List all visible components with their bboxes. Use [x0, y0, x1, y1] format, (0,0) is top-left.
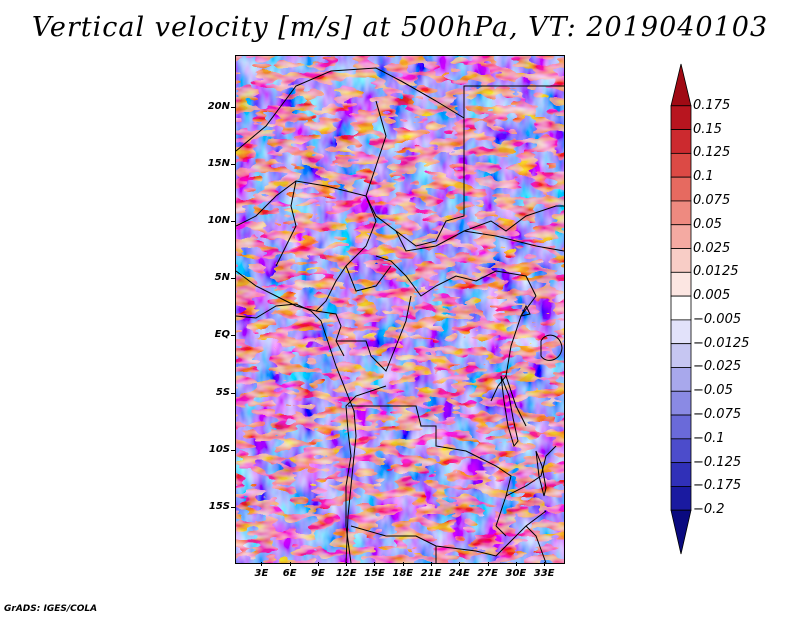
chart-title: Vertical velocity [m/s] at 500hPa, VT: 2… — [31, 12, 769, 43]
lake-malawi — [535, 450, 547, 497]
lat-tick-label: EQ — [214, 329, 230, 341]
colorbar-swatch — [670, 343, 692, 368]
colorbar-swatch — [670, 200, 692, 226]
lat-tick-label: 15S — [208, 501, 230, 513]
colorbar-tick-label: −0.125 — [693, 454, 742, 470]
colorbar-swatch — [670, 63, 692, 107]
colorbar-swatch — [670, 414, 692, 440]
colorbar — [670, 63, 692, 555]
lon-tick-mark — [459, 562, 461, 566]
coastline — [236, 303, 357, 563]
velocity-field-map — [236, 56, 564, 563]
lat-tick-mark — [231, 335, 236, 337]
lon-tick-label: 30E — [505, 568, 527, 579]
colorbar-tick-label: −0.025 — [693, 359, 742, 375]
lon-tick-label: 15E — [364, 568, 385, 579]
map-panel — [235, 55, 565, 564]
lat-tick-label: 20N — [207, 100, 230, 112]
lon-tick-label: 3E — [254, 568, 269, 579]
lat-tick-mark — [231, 392, 236, 394]
colorbar-swatch — [670, 295, 692, 321]
colorbar-tick-label: 0.175 — [693, 97, 731, 113]
lat-tick-mark — [231, 449, 236, 451]
colorbar-tick-label: −0.1 — [693, 430, 725, 446]
lake-tanganyika — [500, 375, 519, 448]
colorbar-tick-label: 0.05 — [693, 216, 722, 232]
lon-tick-mark — [487, 562, 489, 566]
lon-tick-label: 21E — [420, 568, 442, 579]
lat-tick-mark — [231, 106, 236, 108]
lat-tick-label: 15N — [207, 157, 230, 169]
grads-credit: GrADS: IGES/COLA — [4, 604, 98, 614]
colorbar-swatch — [670, 176, 692, 202]
colorbar-tick-label: 0.0125 — [693, 264, 739, 280]
colorbar-tick-label: 0.15 — [693, 121, 722, 137]
colorbar-tick-label: 0.125 — [693, 145, 731, 161]
colorbar-swatch — [670, 319, 692, 345]
colorbar-swatch — [670, 367, 692, 392]
lon-tick-label: 12E — [335, 568, 357, 579]
colorbar-swatch — [670, 248, 692, 273]
lon-tick-label: 6E — [282, 568, 297, 579]
lat-tick-mark — [231, 507, 236, 509]
colorbar-swatch — [670, 462, 692, 487]
colorbar-tick-label: −0.0125 — [693, 335, 750, 351]
colorbar-tick-label: −0.175 — [693, 478, 742, 494]
colorbar-swatch — [670, 509, 692, 555]
lake-victoria — [540, 334, 563, 361]
lon-tick-mark — [431, 562, 433, 566]
field-red-layer — [236, 56, 564, 563]
colorbar-swatch — [670, 105, 692, 130]
colorbar-tick-label: −0.075 — [693, 407, 742, 423]
lon-tick-label: 9E — [311, 568, 325, 579]
colorbar-swatch — [670, 152, 692, 178]
colorbar-swatch — [670, 390, 692, 416]
colorbar-swatch — [670, 129, 692, 154]
lat-tick-mark — [231, 278, 236, 280]
colorbar-tick-label: −0.005 — [693, 311, 742, 327]
lake-albert — [520, 304, 531, 317]
country-borders — [236, 67, 564, 563]
lon-tick-label: 18E — [392, 568, 414, 579]
colorbar-swatch — [670, 271, 692, 297]
lon-tick-mark — [515, 562, 517, 566]
lon-tick-label: 27E — [477, 568, 498, 579]
colorbar-tick-label: 0.025 — [693, 240, 731, 256]
colorbar-swatch — [670, 486, 692, 511]
lon-tick-mark — [261, 562, 263, 566]
lat-tick-label: 10S — [208, 443, 230, 455]
colorbar-tick-label: −0.2 — [693, 502, 725, 518]
colorbar-swatch — [670, 224, 692, 249]
lat-tick-label: 10N — [207, 214, 230, 226]
lon-tick-mark — [402, 562, 404, 566]
lon-tick-label: 24E — [448, 568, 470, 579]
lat-tick-mark — [231, 220, 236, 222]
lat-tick-label: 5S — [215, 386, 230, 398]
colorbar-tick-label: 0.005 — [693, 288, 731, 304]
lakes — [500, 304, 563, 497]
colorbar-tick-label: −0.05 — [693, 383, 733, 399]
lon-tick-label: 33E — [533, 568, 555, 579]
lat-tick-mark — [231, 163, 236, 165]
lon-tick-mark — [317, 562, 319, 566]
colorbar-tick-label: 0.075 — [693, 192, 731, 208]
lon-tick-mark — [544, 562, 546, 566]
lon-tick-mark — [374, 562, 376, 566]
lon-tick-mark — [289, 562, 291, 566]
colorbar-tick-label: 0.1 — [693, 169, 714, 185]
lon-tick-mark — [346, 562, 348, 566]
lat-tick-label: 5N — [214, 272, 230, 284]
colorbar-swatch — [670, 438, 692, 464]
